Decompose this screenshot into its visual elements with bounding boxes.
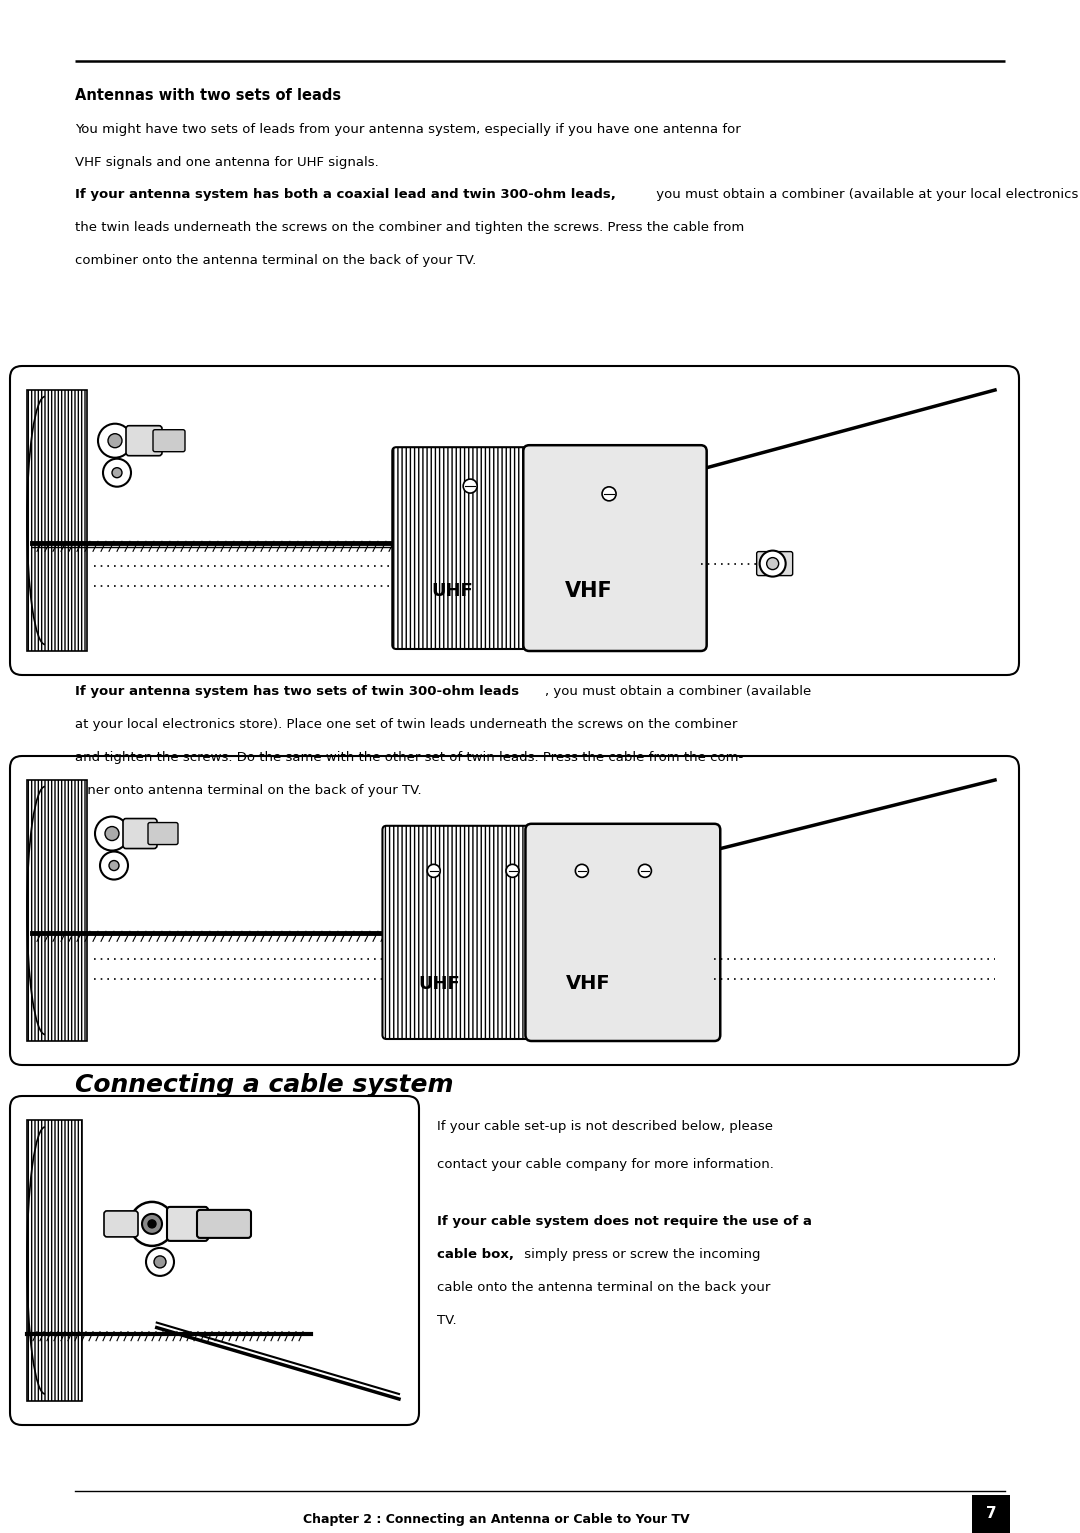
Circle shape (108, 434, 122, 448)
Text: cable box,: cable box, (437, 1248, 514, 1262)
FancyBboxPatch shape (526, 823, 720, 1041)
FancyBboxPatch shape (167, 1206, 208, 1240)
Circle shape (576, 865, 589, 877)
Circle shape (105, 826, 119, 840)
FancyBboxPatch shape (10, 756, 1020, 1065)
Text: VHF: VHF (565, 581, 612, 601)
Text: , you must obtain a combiner (available: , you must obtain a combiner (available (545, 685, 811, 698)
Text: UHF: UHF (418, 975, 460, 993)
Circle shape (154, 1256, 166, 1268)
FancyBboxPatch shape (382, 826, 554, 1039)
Text: You might have two sets of leads from your antenna system, especially if you hav: You might have two sets of leads from yo… (75, 123, 741, 136)
FancyBboxPatch shape (757, 552, 793, 575)
Circle shape (109, 860, 119, 871)
FancyBboxPatch shape (123, 819, 157, 849)
FancyBboxPatch shape (197, 1210, 251, 1239)
FancyBboxPatch shape (10, 1096, 419, 1426)
Circle shape (98, 423, 132, 458)
FancyBboxPatch shape (392, 448, 548, 648)
Bar (27, 389, 87, 652)
Circle shape (759, 550, 785, 576)
Text: combiner onto the antenna terminal on the back of your TV.: combiner onto the antenna terminal on th… (75, 254, 476, 267)
Text: If your cable system does not require the use of a: If your cable system does not require th… (437, 1216, 812, 1228)
Text: at your local electronics store). Place one set of twin leads underneath the scr: at your local electronics store). Place … (75, 717, 738, 731)
Text: UHF: UHF (432, 581, 473, 599)
Circle shape (507, 865, 519, 877)
Text: VHF signals and one antenna for UHF signals.: VHF signals and one antenna for UHF sign… (75, 156, 379, 169)
FancyBboxPatch shape (148, 823, 178, 845)
Text: If your cable set-up is not described below, please: If your cable set-up is not described be… (437, 1121, 773, 1133)
Circle shape (130, 1202, 174, 1246)
Text: contact your cable company for more information.: contact your cable company for more info… (437, 1157, 774, 1171)
Text: 7: 7 (986, 1507, 997, 1521)
FancyBboxPatch shape (104, 1211, 138, 1237)
Circle shape (428, 865, 441, 877)
Circle shape (638, 865, 651, 877)
Bar (972, 1495, 1010, 1533)
Text: you must obtain a combiner (available at your local electronics store). Press or: you must obtain a combiner (available at… (652, 189, 1080, 201)
Text: and tighten the screws. Do the same with the other set of twin leads. Press the : and tighten the screws. Do the same with… (75, 751, 743, 763)
Circle shape (100, 851, 129, 880)
Circle shape (602, 487, 616, 501)
Circle shape (95, 817, 129, 851)
Text: biner onto antenna terminal on the back of your TV.: biner onto antenna terminal on the back … (75, 783, 421, 797)
Circle shape (146, 1248, 174, 1275)
Text: simply press or screw the incoming: simply press or screw the incoming (519, 1248, 760, 1262)
Text: cable onto the antenna terminal on the back your: cable onto the antenna terminal on the b… (437, 1282, 770, 1294)
Circle shape (112, 468, 122, 478)
FancyBboxPatch shape (10, 366, 1020, 675)
FancyBboxPatch shape (126, 426, 162, 455)
Text: the twin leads underneath the screws on the combiner and tighten the screws. Pre: the twin leads underneath the screws on … (75, 221, 744, 235)
Circle shape (463, 480, 477, 494)
Text: VHF: VHF (566, 973, 610, 993)
Circle shape (141, 1214, 162, 1234)
Text: Chapter 2 : Connecting an Antenna or Cable to Your TV: Chapter 2 : Connecting an Antenna or Cab… (303, 1513, 690, 1525)
FancyBboxPatch shape (153, 429, 185, 452)
Text: If your antenna system has both a coaxial lead and twin 300-ohm leads,: If your antenna system has both a coaxia… (75, 189, 616, 201)
FancyBboxPatch shape (524, 445, 706, 652)
Text: TV.: TV. (437, 1314, 457, 1328)
Circle shape (767, 558, 779, 570)
Circle shape (103, 458, 131, 486)
Text: Connecting a cable system: Connecting a cable system (75, 1073, 454, 1098)
Text: Antennas with two sets of leads: Antennas with two sets of leads (75, 87, 341, 103)
Bar (27, 780, 87, 1041)
Circle shape (148, 1220, 156, 1228)
Bar (27, 1121, 82, 1401)
Text: If your antenna system has two sets of twin 300-ohm leads: If your antenna system has two sets of t… (75, 685, 519, 698)
